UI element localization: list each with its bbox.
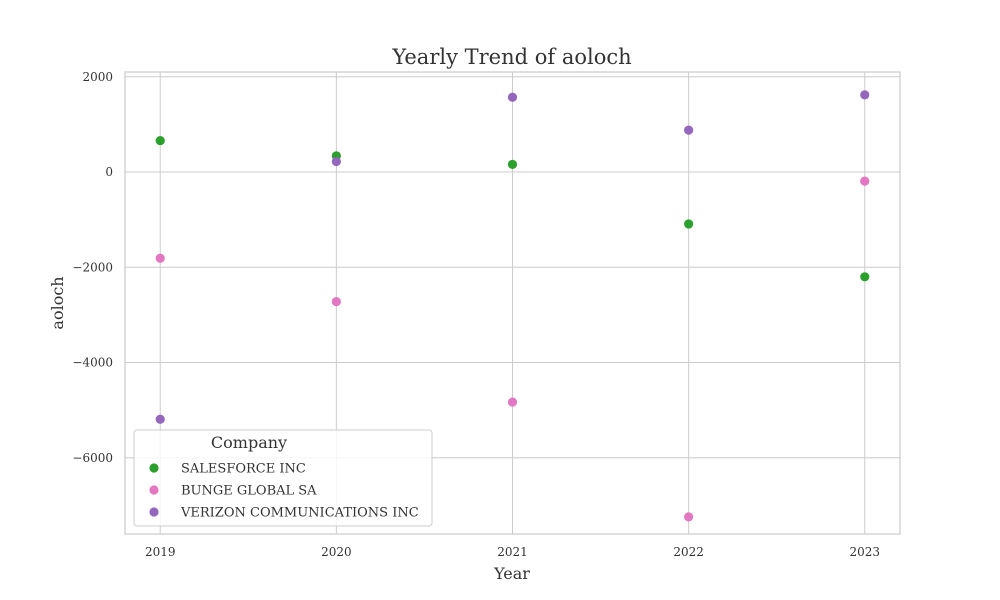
y-axis-ticks: 2000 0 −2000 −4000 −6000 (72, 70, 113, 465)
legend-marker (149, 463, 159, 473)
plot-frame (124, 71, 901, 535)
x-tick-label: 2019 (145, 545, 176, 559)
legend-entries: SALESFORCE INC BUNGE GLOBAL SA VERIZON COM… (149, 462, 419, 521)
legend-marker (149, 507, 159, 517)
legend-entry-label: SALESFORCE INC (181, 462, 306, 477)
legend-title: Company (211, 433, 287, 452)
y-tick-label: −4000 (72, 356, 113, 370)
legend-entry-label: VERIZON COMMUNICATIONS INC (180, 506, 419, 521)
x-axis-ticks: 2019 2020 2021 2022 2023 (145, 545, 880, 559)
chart-title: Yearly Trend of aoloch (391, 45, 631, 69)
grid (125, 72, 900, 534)
y-axis-label: aoloch (48, 276, 67, 329)
data-point (860, 176, 870, 186)
legend-box (133, 429, 433, 527)
x-tick-label: 2020 (321, 545, 352, 559)
x-axis-label: Year (493, 564, 530, 583)
data-point (331, 156, 341, 167)
data-point (860, 90, 870, 100)
x-tick-label: 2022 (673, 545, 704, 559)
y-tick-label: 0 (105, 165, 113, 179)
data-point (860, 272, 870, 282)
data-point (507, 92, 518, 102)
data-point (507, 159, 518, 169)
x-tick-label: 2023 (849, 545, 880, 559)
data-point (684, 125, 694, 135)
data-point (507, 397, 518, 407)
data-points (155, 90, 870, 522)
legend-marker (149, 485, 159, 495)
data-point (331, 296, 341, 307)
y-tick-label: −6000 (72, 451, 113, 465)
data-point (684, 219, 694, 229)
y-tick-label: −2000 (72, 260, 113, 274)
y-tick-label: 2000 (82, 70, 113, 84)
data-point (155, 414, 165, 424)
data-point (684, 512, 694, 522)
data-point (155, 135, 165, 146)
x-tick-label: 2021 (497, 545, 528, 559)
legend: Company SALESFORCE INC BUNGE GLOBAL SA VER… (133, 429, 433, 527)
legend-entry-label: BUNGE GLOBAL SA (181, 484, 317, 499)
data-point (155, 253, 165, 263)
